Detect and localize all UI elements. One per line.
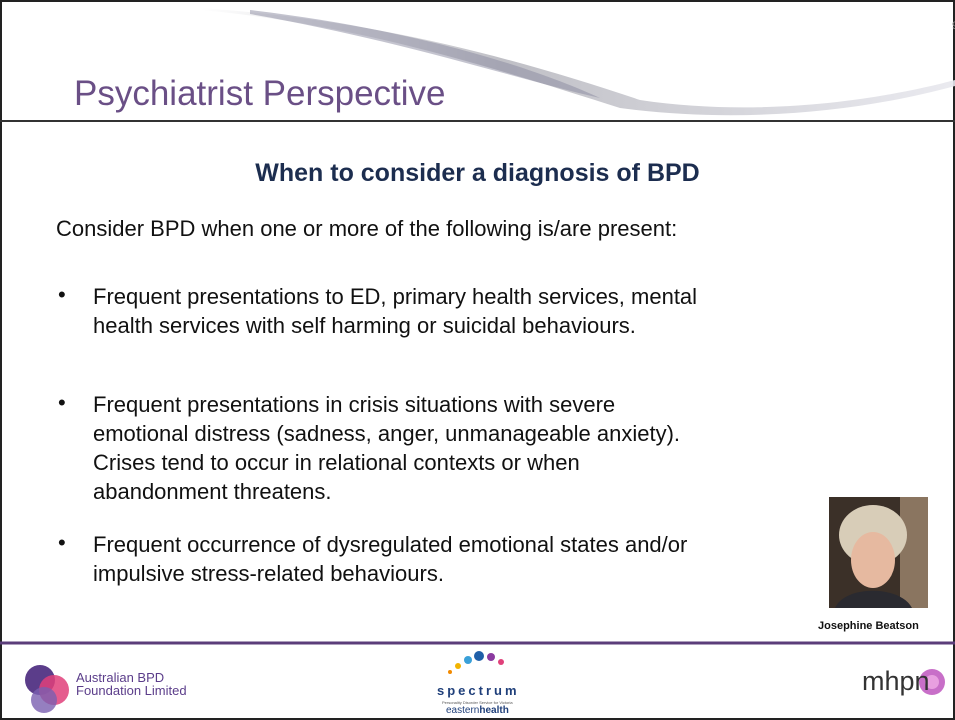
photo — [829, 497, 928, 608]
org-prefix: eastern — [446, 705, 479, 716]
spectrum-name: spectrum — [437, 683, 520, 698]
eastern-health: easternhealth — [446, 705, 509, 716]
bullet-line: Frequent occurrence of dysregulated emot… — [93, 530, 687, 559]
bullet-line: emotional distress (sadness, anger, unma… — [93, 419, 680, 448]
bullet-line: abandonment threatens. — [93, 477, 332, 506]
org-suffix: health — [479, 705, 508, 716]
mhpn-logo: mhpn — [862, 666, 930, 697]
slide-title: Psychiatrist Perspective — [74, 74, 446, 114]
slide: 9 Psychiatrist Perspective When to consi… — [0, 0, 955, 720]
bpd-logo-text: Australian BPD Foundation Limited — [76, 671, 187, 697]
bullet-line: Crises tend to occur in relational conte… — [93, 448, 580, 477]
bullet-dot: • — [58, 282, 66, 308]
bullet-dot: • — [58, 390, 66, 416]
intro: Consider BPD when one or more of the fol… — [56, 214, 677, 243]
logo-text-line: Foundation Limited — [76, 684, 187, 697]
spectrum-dots — [448, 651, 504, 674]
subtitle: When to consider a diagnosis of BPD — [0, 159, 955, 188]
bullet-dot: • — [58, 530, 66, 556]
bullet-line: impulsive stress-related behaviours. — [93, 559, 444, 588]
bullet-line: Frequent presentations to ED, primary he… — [93, 282, 697, 311]
bpd-logo — [25, 665, 69, 713]
photo-caption: Josephine Beatson — [818, 620, 919, 632]
bullet-line: health services with self harming or sui… — [93, 311, 636, 340]
bullet-line: Frequent presentations in crisis situati… — [93, 390, 615, 419]
